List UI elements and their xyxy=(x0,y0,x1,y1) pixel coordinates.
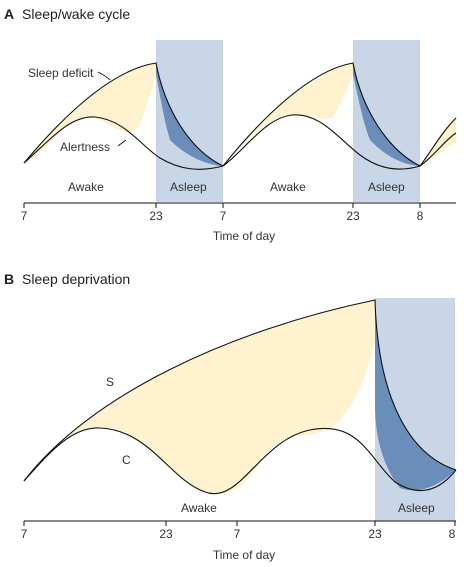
alertness-label: Alertness xyxy=(60,140,110,154)
panel-a-sleep-deficit-curve xyxy=(23,62,457,167)
sleep-deficit-leader xyxy=(97,71,111,81)
panel-b-deficit-area xyxy=(24,300,375,495)
panel-b: B Sleep deprivation S C Awake Asleep 7 2… xyxy=(4,271,457,562)
panel-a-tick-label: 8 xyxy=(417,209,424,223)
s-label: S xyxy=(106,375,114,389)
panel-a-tick-label: 23 xyxy=(149,209,163,223)
panel-b-tick-label: 7 xyxy=(21,527,28,541)
panel-b-c-curve xyxy=(23,427,457,495)
panel-a-x-axis-title: Time of day xyxy=(213,229,275,243)
panel-a-awake-label-2: Awake xyxy=(270,180,306,194)
panel-b-tick-label: 8 xyxy=(449,527,456,541)
panel-a-deficit-area-2 xyxy=(223,63,353,166)
panel-b-recovery-area xyxy=(375,300,456,491)
panel-a-awake-label-1: Awake xyxy=(68,180,104,194)
sleep-deficit-label: Sleep deficit xyxy=(28,66,94,80)
panel-a-tick-label: 23 xyxy=(346,209,360,223)
panel-b-x-axis-title: Time of day xyxy=(213,548,275,562)
panel-a-title: Sleep/wake cycle xyxy=(22,6,130,22)
panel-a-alertness-curve xyxy=(23,114,457,170)
panel-a-asleep-label-2: Asleep xyxy=(368,180,405,194)
panel-a-tick-label: 7 xyxy=(220,209,227,223)
alertness-leader xyxy=(117,139,127,147)
panel-b-s-curve xyxy=(23,299,457,482)
panel-a-recovery-area-1 xyxy=(156,63,223,166)
panel-a: A Sleep/wake cycle Sleep deficit Alertne… xyxy=(4,6,457,243)
panel-a-recovery-area-2 xyxy=(353,63,420,166)
panel-a-asleep-label-1: Asleep xyxy=(170,180,207,194)
panel-b-letter: B xyxy=(4,271,14,287)
panel-b-tick-label: 7 xyxy=(234,527,241,541)
panel-a-tick-label: 7 xyxy=(21,209,28,223)
panel-b-asleep-label: Asleep xyxy=(398,501,435,515)
panel-a-sleep-band-2 xyxy=(353,40,420,202)
panel-b-tick-label: 23 xyxy=(368,527,382,541)
c-label: C xyxy=(122,453,131,467)
panel-a-deficit-area-1 xyxy=(24,63,156,163)
panel-a-letter: A xyxy=(4,6,14,22)
panel-b-tick-label: 23 xyxy=(159,527,173,541)
panel-a-deficit-area-3 xyxy=(420,120,456,166)
panel-b-awake-label: Awake xyxy=(181,501,217,515)
panel-b-title: Sleep deprivation xyxy=(22,271,130,287)
